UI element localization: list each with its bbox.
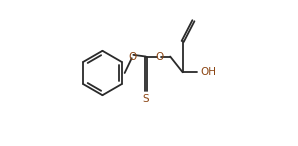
Text: S: S	[142, 94, 149, 104]
Text: O: O	[155, 52, 163, 61]
Text: OH: OH	[201, 67, 217, 77]
Text: O: O	[128, 52, 137, 61]
